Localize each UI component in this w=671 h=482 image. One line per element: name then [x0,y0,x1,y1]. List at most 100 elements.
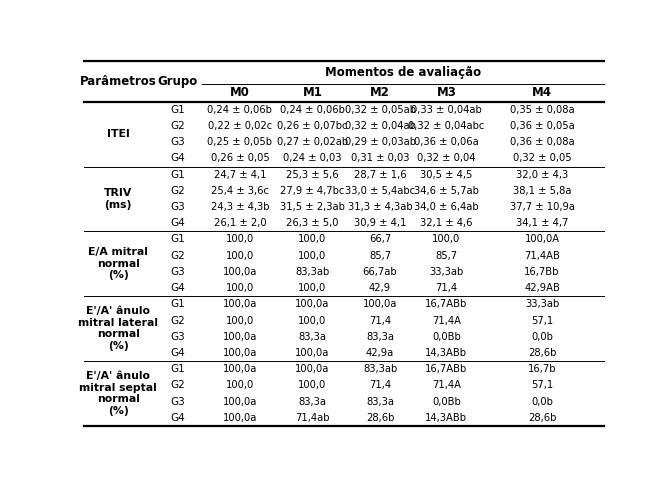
Text: 0,22 ± 0,02c: 0,22 ± 0,02c [208,121,272,131]
Text: 32,1 ± 4,6: 32,1 ± 4,6 [420,218,472,228]
Text: 85,7: 85,7 [435,251,458,261]
Text: 66,7: 66,7 [369,235,391,244]
Text: 0,32 ± 0,04ab: 0,32 ± 0,04ab [345,121,415,131]
Text: G1: G1 [170,170,185,180]
Text: 27,9 ± 4,7bc: 27,9 ± 4,7bc [280,186,345,196]
Text: 71,4: 71,4 [435,283,458,293]
Text: 14,3ABb: 14,3ABb [425,348,467,358]
Text: 0,27 ± 0,02ab: 0,27 ± 0,02ab [277,137,348,147]
Text: 25,4 ± 3,6c: 25,4 ± 3,6c [211,186,269,196]
Text: 31,3 ± 4,3ab: 31,3 ± 4,3ab [348,202,413,212]
Text: 0,26 ± 0,07bc: 0,26 ± 0,07bc [277,121,348,131]
Text: 0,24 ± 0,06b: 0,24 ± 0,06b [207,105,272,115]
Text: G4: G4 [170,153,185,163]
Text: 0,24 ± 0,06b: 0,24 ± 0,06b [280,105,345,115]
Text: Grupo: Grupo [158,75,197,88]
Text: 34,0 ± 6,4ab: 34,0 ± 6,4ab [414,202,478,212]
Text: 28,6b: 28,6b [366,413,395,423]
Text: 100,0a: 100,0a [295,299,329,309]
Text: 0,32 ± 0,04abc: 0,32 ± 0,04abc [408,121,484,131]
Text: 100,0a: 100,0a [223,397,257,407]
Text: 71,4: 71,4 [369,380,391,390]
Text: 83,3a: 83,3a [299,332,326,342]
Text: ITEI: ITEI [107,129,130,139]
Text: 16,7ABb: 16,7ABb [425,364,468,374]
Text: 42,9AB: 42,9AB [524,283,560,293]
Text: 0,36 ± 0,08a: 0,36 ± 0,08a [510,137,574,147]
Text: 100,0: 100,0 [225,251,254,261]
Text: 16,7b: 16,7b [528,364,556,374]
Text: Momentos de avaliação: Momentos de avaliação [325,66,481,79]
Text: 16,7Bb: 16,7Bb [524,267,560,277]
Text: G3: G3 [170,137,185,147]
Text: 0,35 ± 0,08a: 0,35 ± 0,08a [510,105,574,115]
Text: 32,0 ± 4,3: 32,0 ± 4,3 [516,170,568,180]
Text: 71,4AB: 71,4AB [524,251,560,261]
Text: 71,4A: 71,4A [432,316,461,325]
Text: 100,0a: 100,0a [223,267,257,277]
Text: G4: G4 [170,283,185,293]
Text: 42,9a: 42,9a [366,348,394,358]
Text: G2: G2 [170,316,185,325]
Text: 100,0A: 100,0A [525,235,560,244]
Text: M3: M3 [436,86,456,99]
Text: M0: M0 [230,86,250,99]
Text: 16,7ABb: 16,7ABb [425,299,468,309]
Text: 71,4: 71,4 [369,316,391,325]
Text: 30,9 ± 4,1: 30,9 ± 4,1 [354,218,406,228]
Text: 0,0b: 0,0b [531,332,553,342]
Text: 100,0a: 100,0a [223,332,257,342]
Text: 33,3ab: 33,3ab [429,267,464,277]
Text: E/A mitral
normal
(%): E/A mitral normal (%) [89,247,148,281]
Text: G3: G3 [170,267,185,277]
Text: G4: G4 [170,413,185,423]
Text: 57,1: 57,1 [531,316,553,325]
Text: G2: G2 [170,380,185,390]
Text: 33,3ab: 33,3ab [525,299,559,309]
Text: 100,0a: 100,0a [223,364,257,374]
Text: 71,4A: 71,4A [432,380,461,390]
Text: G2: G2 [170,121,185,131]
Text: 0,33 ± 0,04ab: 0,33 ± 0,04ab [411,105,482,115]
Text: 83,3a: 83,3a [366,332,394,342]
Text: 85,7: 85,7 [369,251,391,261]
Text: 0,32 ± 0,05: 0,32 ± 0,05 [513,153,571,163]
Text: 100,0: 100,0 [299,380,327,390]
Text: Parâmetros: Parâmetros [80,75,156,88]
Text: 42,9: 42,9 [369,283,391,293]
Text: 100,0a: 100,0a [295,364,329,374]
Text: 0,31 ± 0,03: 0,31 ± 0,03 [351,153,409,163]
Text: 0,0b: 0,0b [531,397,553,407]
Text: 100,0: 100,0 [299,283,327,293]
Text: 71,4ab: 71,4ab [295,413,329,423]
Text: 0,0Bb: 0,0Bb [432,397,461,407]
Text: G1: G1 [170,299,185,309]
Text: 100,0: 100,0 [299,251,327,261]
Text: 0,32 ± 0,05ab: 0,32 ± 0,05ab [344,105,415,115]
Text: 0,24 ± 0,03: 0,24 ± 0,03 [283,153,342,163]
Text: 31,5 ± 2,3ab: 31,5 ± 2,3ab [280,202,345,212]
Text: 24,7 ± 4,1: 24,7 ± 4,1 [213,170,266,180]
Text: 0,32 ± 0,04: 0,32 ± 0,04 [417,153,476,163]
Text: E'/A' ânulo
mitral lateral
normal
(%): E'/A' ânulo mitral lateral normal (%) [79,306,158,351]
Text: 100,0: 100,0 [299,316,327,325]
Text: 0,36 ± 0,06a: 0,36 ± 0,06a [414,137,478,147]
Text: 83,3ab: 83,3ab [295,267,329,277]
Text: G4: G4 [170,348,185,358]
Text: 0,26 ± 0,05: 0,26 ± 0,05 [211,153,269,163]
Text: 28,7 ± 1,6: 28,7 ± 1,6 [354,170,407,180]
Text: G1: G1 [170,364,185,374]
Text: 14,3ABb: 14,3ABb [425,413,467,423]
Text: 100,0a: 100,0a [295,348,329,358]
Text: M2: M2 [370,86,390,99]
Text: 28,6b: 28,6b [528,348,556,358]
Text: 30,5 ± 4,5: 30,5 ± 4,5 [420,170,472,180]
Text: G2: G2 [170,186,185,196]
Text: G2: G2 [170,251,185,261]
Text: TRIV
(ms): TRIV (ms) [104,188,132,210]
Text: 25,3 ± 5,6: 25,3 ± 5,6 [286,170,339,180]
Text: 100,0: 100,0 [432,235,460,244]
Text: 24,3 ± 4,3b: 24,3 ± 4,3b [211,202,269,212]
Text: 100,0: 100,0 [225,380,254,390]
Text: 100,0a: 100,0a [363,299,397,309]
